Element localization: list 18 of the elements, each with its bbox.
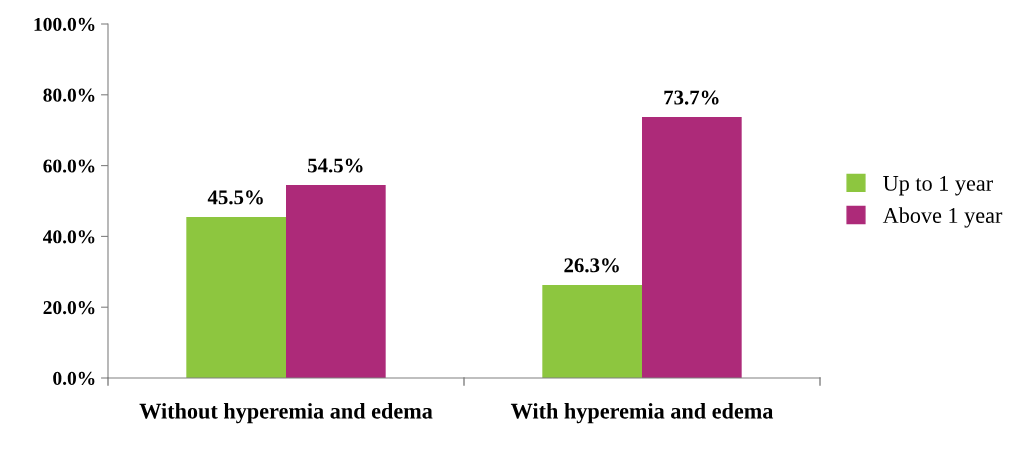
data-label: 54.5% (308, 158, 363, 173)
data-label: 45.5% (207, 190, 263, 205)
legend-label: Up to 1 year (883, 175, 993, 196)
legend-label: Above 1 year (882, 207, 1003, 228)
bar (542, 284, 642, 378)
x-tick-label: With hyperemia and edema (510, 403, 774, 424)
y-tick-label: 20.0% (43, 301, 95, 315)
bar (286, 185, 386, 378)
bar (642, 117, 742, 378)
y-tick-label: 40.0% (42, 230, 95, 244)
bar (186, 216, 286, 378)
y-tick-label: 100.0% (34, 17, 95, 32)
data-label: 73.7% (664, 90, 719, 105)
x-tick-label: Without hyperemia and edema (139, 403, 433, 424)
y-tick-label: 0.0% (53, 371, 95, 386)
y-tick-label: 80.0% (43, 88, 95, 102)
y-tick-label: 60.0% (43, 159, 95, 173)
data-label: 26.3% (564, 258, 619, 273)
